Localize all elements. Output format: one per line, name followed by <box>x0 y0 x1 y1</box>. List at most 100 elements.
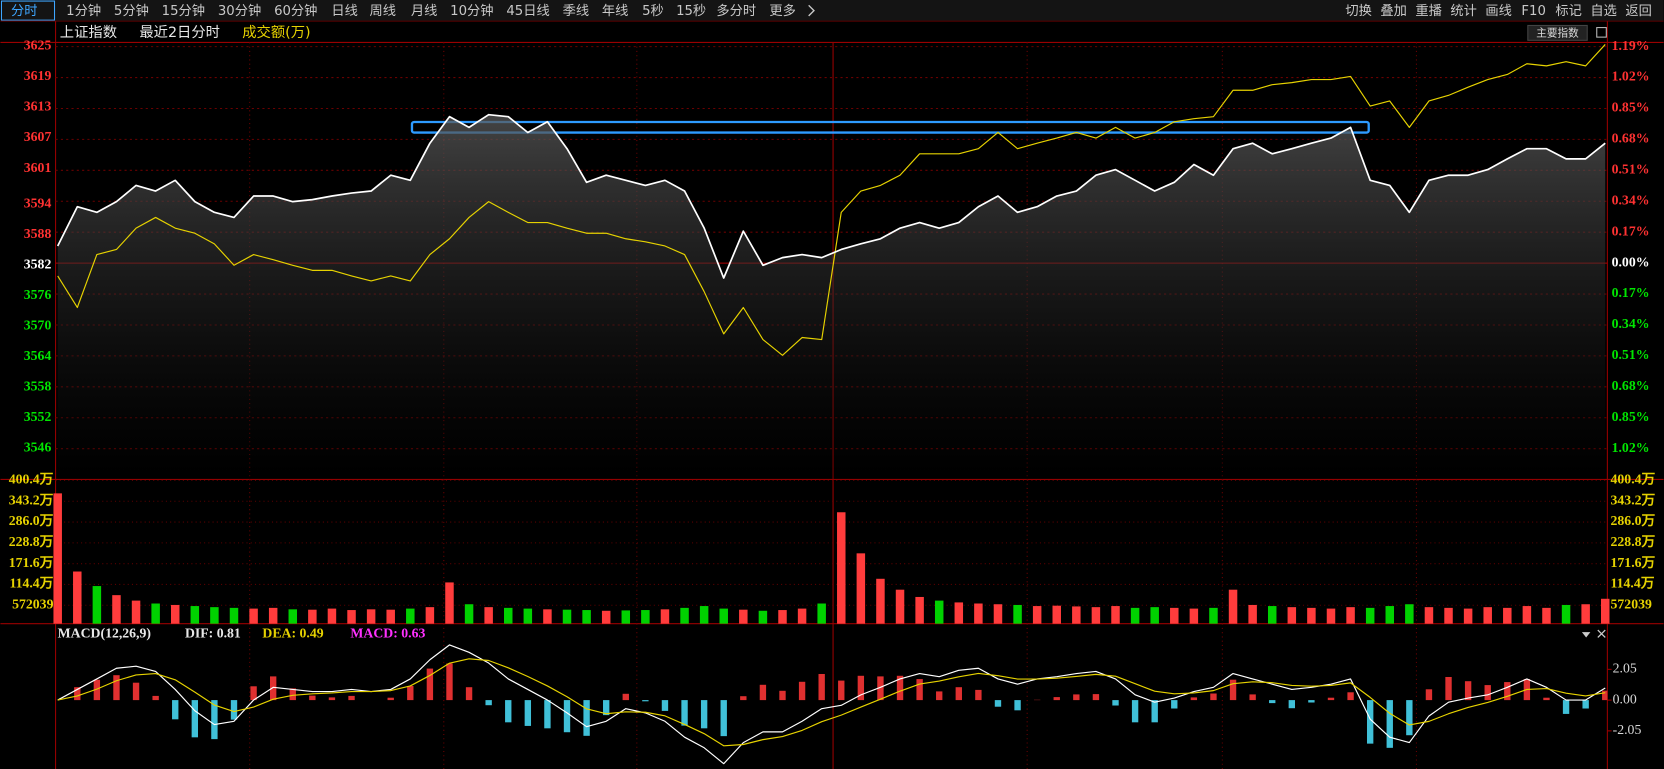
toolbar-tab[interactable]: 10分钟 <box>450 2 493 19</box>
toolbar-tab[interactable]: 5分钟 <box>114 2 149 19</box>
volume-bar <box>856 553 866 624</box>
macd-bar <box>1445 676 1452 701</box>
volume-bar <box>249 608 258 624</box>
toolbar-button[interactable]: 画线 <box>1485 3 1512 19</box>
macd-bar <box>446 663 453 701</box>
toolbar-tab[interactable]: 60分钟 <box>274 2 317 19</box>
series-line <box>56 113 1606 279</box>
dropdown-icon[interactable] <box>1581 632 1591 638</box>
macd-bar <box>1092 694 1100 701</box>
macd-bar <box>309 695 316 701</box>
macd-bar <box>1504 682 1511 701</box>
macd-bar <box>1151 700 1158 723</box>
toolbar-tab[interactable]: 30分钟 <box>218 2 261 19</box>
y-tick-label: 3607 <box>24 129 52 144</box>
macd-bar <box>603 700 610 716</box>
more-chevron[interactable] <box>808 4 815 17</box>
volume-bar <box>1228 589 1238 624</box>
y2-tick-label: 400.4万 <box>1611 472 1656 487</box>
macd-bar <box>818 673 825 701</box>
macd-bar <box>975 689 982 701</box>
toolbar-tab[interactable]: 5秒 <box>642 3 664 19</box>
close-icon[interactable] <box>1597 629 1606 638</box>
y2-tick-label: 0.17% <box>1612 223 1650 238</box>
toolbar-tab[interactable]: 日线 <box>331 3 358 19</box>
volume-bar <box>1522 606 1532 624</box>
toolbar-tab[interactable]: 15秒 <box>676 3 706 19</box>
toolbar-tab[interactable]: 45日线 <box>506 3 549 19</box>
macd-bar <box>230 700 238 720</box>
volume-bar <box>1365 607 1375 624</box>
toolbar-tab[interactable]: 多分时 <box>716 2 756 19</box>
macd-bar <box>387 697 394 701</box>
y2-tick-label: 0.68% <box>1612 131 1650 146</box>
volume-bar <box>425 607 435 624</box>
volume-bar <box>876 578 885 624</box>
toolbar-tab[interactable]: 15分钟 <box>162 2 205 19</box>
y-tick-label: 3558 <box>24 379 52 394</box>
toolbar-tab[interactable]: 年线 <box>602 3 629 19</box>
y-tick-label: 400.4万 <box>9 472 54 487</box>
y2-tick-label: 2.05 <box>1613 660 1637 675</box>
macd-bar <box>524 700 532 726</box>
toolbar-button[interactable]: 叠加 <box>1380 3 1407 19</box>
volume-bar <box>758 610 768 624</box>
volume-bar <box>327 608 337 624</box>
toolbar-tab[interactable]: 1分钟 <box>66 2 101 19</box>
y-tick-label: 572039 <box>12 596 53 611</box>
toolbar-button[interactable]: F10 <box>1521 4 1545 19</box>
toolbar-button[interactable]: 返回 <box>1625 3 1652 19</box>
volume-bar <box>582 610 591 624</box>
toolbar-button[interactable]: 统计 <box>1450 3 1477 19</box>
y2-tick-label: 1.02% <box>1612 440 1650 455</box>
macd-bar <box>877 676 884 701</box>
index-button-frame[interactable] <box>1527 24 1588 41</box>
y-tick-label: 286.0万 <box>9 513 54 528</box>
y-tick-label: 3601 <box>24 160 52 175</box>
toolbar-tab[interactable]: 月线 <box>411 3 438 19</box>
toolbar-tab[interactable]: 分时 <box>11 3 38 19</box>
toolbar <box>0 0 1664 22</box>
volume-bar <box>1326 608 1336 624</box>
macd-bar <box>916 679 923 701</box>
chart-layer: 分时 1分钟 5分钟 15分钟 30分钟 60分钟 日线 周线 月线 10分钟 45日线 季线 年线 5秒… <box>9 2 1656 765</box>
y2-tick-label: 286.0万 <box>1611 513 1656 528</box>
toolbar-button[interactable]: 自选 <box>1590 3 1617 19</box>
macd-bar <box>583 700 590 736</box>
toolbar-tab[interactable]: 季线 <box>563 3 590 19</box>
volume-bar <box>229 607 239 624</box>
volume-bar <box>1013 604 1022 624</box>
y2-tick-label: 0.51% <box>1612 347 1650 362</box>
volume-bar <box>1287 607 1297 624</box>
volume-bar <box>112 595 121 624</box>
y2-tick-label: 572039 <box>1611 596 1652 611</box>
y-tick-label: 3576 <box>24 287 52 302</box>
y-tick-label: 3588 <box>24 226 52 241</box>
toolbar-button[interactable]: 标记 <box>1555 3 1582 19</box>
y2-tick-label: 1.19% <box>1612 38 1650 53</box>
y-tick-label: 228.8万 <box>9 534 54 549</box>
toolbar-button[interactable]: 重播 <box>1415 3 1442 19</box>
indicator-line <box>57 644 1606 765</box>
volume-bar <box>1346 607 1355 624</box>
indicator-legend: DEA: 0.49 <box>262 625 323 640</box>
volume-bar <box>131 600 141 624</box>
macd-bar <box>74 687 81 701</box>
volume-bar <box>308 609 317 624</box>
index-button[interactable]: 主要指数 <box>1536 26 1579 39</box>
volume-bar <box>92 586 102 624</box>
volume-bar <box>562 609 572 624</box>
volume-bar <box>680 607 689 624</box>
macd-bar <box>1464 681 1472 701</box>
panel-toggle-icon[interactable] <box>1596 27 1607 38</box>
macd-bar <box>407 685 414 701</box>
toolbar-tab[interactable]: 周线 <box>370 3 397 19</box>
y-tick-label: 114.4万 <box>9 576 53 591</box>
volume-bar <box>837 512 846 624</box>
y-tick-label: 3613 <box>24 99 52 114</box>
volume-bar <box>1483 607 1492 624</box>
macd-bar <box>936 691 943 701</box>
macd-bar <box>1249 694 1256 701</box>
toolbar-tab[interactable]: 更多 <box>769 2 796 19</box>
toolbar-button[interactable]: 切换 <box>1345 3 1372 19</box>
